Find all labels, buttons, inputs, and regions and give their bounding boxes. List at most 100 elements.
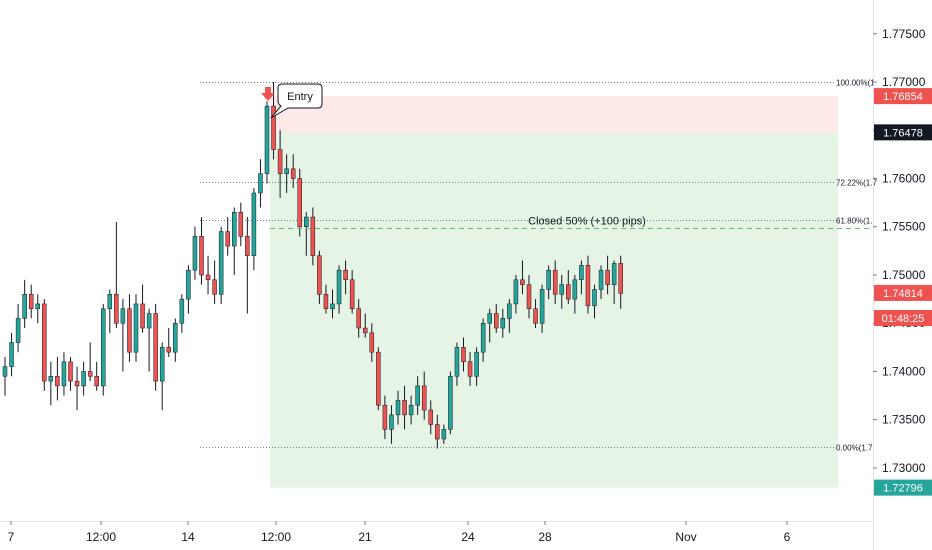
candle[interactable] — [218, 226, 224, 304]
candle[interactable] — [559, 274, 564, 309]
candle[interactable] — [592, 284, 597, 319]
candle[interactable] — [605, 255, 610, 295]
candle[interactable] — [402, 385, 407, 430]
candle[interactable] — [245, 217, 250, 314]
candle[interactable] — [336, 265, 342, 314]
candle[interactable] — [87, 342, 93, 382]
candle[interactable] — [304, 212, 309, 256]
candle[interactable] — [598, 265, 604, 300]
candle[interactable] — [94, 361, 99, 391]
candle[interactable] — [159, 342, 165, 411]
candle[interactable] — [546, 265, 551, 300]
candle[interactable] — [107, 289, 113, 333]
candle[interactable] — [68, 356, 73, 391]
candle[interactable] — [61, 352, 67, 396]
candle[interactable] — [2, 356, 8, 396]
candle[interactable] — [146, 308, 152, 372]
candle[interactable] — [9, 332, 14, 377]
candle[interactable] — [585, 255, 591, 314]
candle[interactable] — [389, 405, 394, 444]
candle[interactable] — [297, 168, 302, 237]
candle[interactable] — [238, 202, 244, 247]
candle[interactable] — [441, 424, 447, 444]
candle[interactable] — [55, 356, 60, 401]
candle[interactable] — [205, 255, 211, 295]
candle[interactable] — [330, 289, 335, 319]
candle[interactable] — [487, 308, 492, 343]
candle[interactable] — [28, 284, 34, 319]
candle[interactable] — [507, 299, 512, 333]
candle[interactable] — [199, 217, 204, 285]
candle[interactable] — [179, 294, 185, 333]
candle[interactable] — [232, 207, 237, 275]
candle[interactable] — [225, 217, 230, 256]
candle[interactable] — [611, 260, 617, 304]
time-axis[interactable]: 7 12:00 14 12:00 21 24 28 Nov 6 — [8, 521, 791, 544]
candle[interactable] — [461, 337, 466, 372]
candle[interactable] — [552, 260, 558, 304]
candle[interactable] — [363, 313, 368, 338]
candle[interactable] — [435, 414, 440, 449]
candle[interactable] — [382, 395, 388, 439]
candle[interactable] — [579, 260, 584, 295]
candle[interactable] — [520, 260, 525, 295]
candle[interactable] — [114, 221, 119, 329]
candle[interactable] — [271, 82, 276, 160]
candle[interactable] — [566, 270, 571, 304]
candle[interactable] — [376, 347, 381, 411]
candle[interactable] — [408, 395, 414, 425]
candle[interactable] — [153, 303, 158, 391]
candle[interactable] — [500, 308, 506, 338]
candle[interactable] — [22, 279, 27, 329]
price-axis[interactable]: 1.775001.770001.765001.760001.755001.750… — [873, 27, 926, 475]
candle[interactable] — [395, 390, 401, 425]
candle[interactable] — [369, 323, 375, 362]
candle[interactable] — [42, 299, 47, 391]
candle[interactable] — [539, 284, 545, 333]
candle[interactable] — [81, 361, 86, 396]
candle[interactable] — [251, 188, 257, 271]
candle[interactable] — [264, 101, 270, 184]
candle[interactable] — [618, 255, 623, 309]
candle[interactable] — [448, 371, 453, 435]
candle[interactable] — [323, 284, 329, 314]
candle[interactable] — [186, 265, 191, 314]
candle[interactable] — [480, 318, 486, 362]
candle[interactable] — [74, 366, 80, 411]
candle[interactable] — [428, 400, 433, 435]
candle[interactable] — [415, 376, 420, 415]
candle[interactable] — [284, 154, 289, 193]
candle[interactable] — [526, 274, 532, 319]
candle[interactable] — [474, 347, 479, 386]
candle[interactable] — [192, 226, 198, 280]
candle[interactable] — [533, 299, 538, 329]
candle[interactable] — [349, 270, 355, 314]
candle[interactable] — [15, 303, 21, 353]
entry-callout[interactable] — [270, 83, 323, 119]
candle[interactable] — [310, 207, 316, 266]
candle[interactable] — [140, 284, 145, 333]
candle[interactable] — [454, 342, 460, 386]
candle[interactable] — [467, 352, 473, 386]
candle[interactable] — [258, 159, 263, 208]
candle[interactable] — [513, 274, 519, 314]
candle[interactable] — [343, 260, 348, 295]
candle[interactable] — [356, 299, 361, 338]
candle[interactable] — [173, 318, 178, 362]
candle[interactable] — [212, 260, 217, 304]
candle[interactable] — [127, 294, 132, 362]
candle[interactable] — [317, 250, 322, 304]
candle[interactable] — [133, 294, 139, 362]
candle[interactable] — [277, 130, 283, 198]
candle[interactable] — [421, 371, 427, 420]
candlestick-series[interactable] — [2, 82, 623, 449]
candle[interactable] — [120, 299, 126, 372]
candle[interactable] — [166, 328, 171, 357]
candle[interactable] — [101, 303, 106, 396]
candle[interactable] — [494, 303, 499, 333]
candle[interactable] — [290, 154, 296, 189]
candle[interactable] — [572, 274, 578, 314]
candle[interactable] — [48, 361, 54, 406]
candle[interactable] — [35, 294, 40, 324]
